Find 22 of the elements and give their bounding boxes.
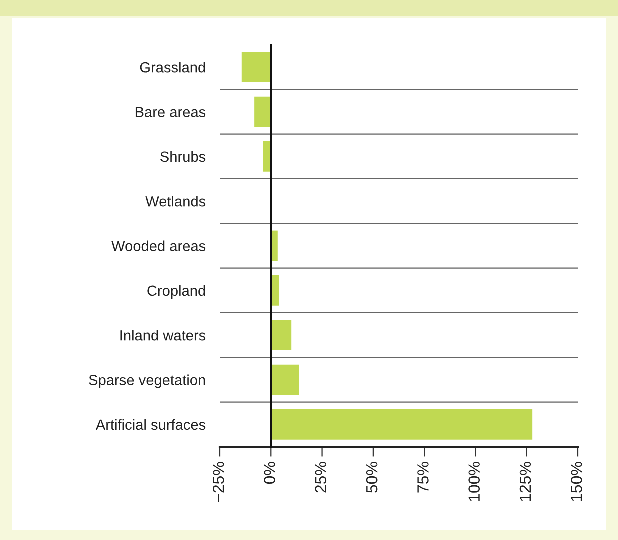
bar bbox=[254, 96, 272, 128]
y-tick-label: Inland waters bbox=[120, 330, 206, 341]
y-tick-label: Wooded areas bbox=[112, 240, 206, 252]
y-tick-label: Wetlands bbox=[146, 196, 206, 207]
x-tick-label: 75% bbox=[418, 462, 429, 493]
y-tick-label: Shrubs bbox=[160, 151, 206, 162]
x-tick-label: 100% bbox=[468, 462, 480, 502]
y-tick-label: Cropland bbox=[148, 285, 206, 299]
bar bbox=[271, 409, 533, 440]
y-tick-label: Bare areas bbox=[136, 107, 206, 118]
x-tick-label: 150% bbox=[570, 462, 582, 502]
x-tick-label: 0% bbox=[264, 462, 276, 484]
x-tick-label: 25% bbox=[315, 462, 327, 493]
x-tick-label: −25% bbox=[212, 462, 224, 502]
x-tick-label: 50% bbox=[366, 462, 378, 493]
y-tick-label: Sparse vegetation bbox=[89, 374, 206, 388]
x-tick-label: 125% bbox=[520, 462, 532, 502]
y-tick-label: Artificial surfaces bbox=[96, 419, 206, 430]
bar bbox=[271, 364, 300, 396]
bar bbox=[271, 320, 292, 351]
y-tick-label: Grassland bbox=[140, 62, 206, 73]
bar bbox=[242, 52, 272, 83]
